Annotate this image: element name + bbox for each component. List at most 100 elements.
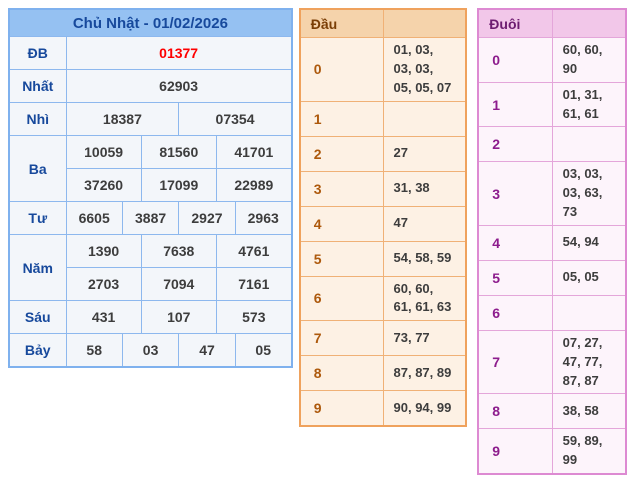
prize-value: 17099 [140, 168, 217, 202]
prize-value: 1390 [65, 234, 142, 268]
prize-value: 7094 [140, 267, 217, 301]
table-row: 3 31, 38 [299, 170, 467, 207]
digit-cell: 3 [477, 161, 553, 226]
digit-cell: 4 [477, 224, 553, 261]
numbers-cell [551, 126, 627, 163]
duoi-table-title: Đuôi [477, 8, 553, 38]
numbers-cell: 90, 94, 99 [382, 390, 467, 427]
digit-cell: 4 [299, 205, 384, 242]
prize-label-nam: Năm [8, 234, 67, 301]
prize-label-nhat: Nhất [8, 69, 67, 103]
table-row: 8 87, 87, 89 [299, 355, 467, 392]
digit-cell: 6 [477, 294, 553, 331]
prize-label-nhi: Nhì [8, 102, 67, 136]
table-row: Nhất 62903 [8, 69, 293, 103]
digit-cell: 2 [477, 126, 553, 163]
table-row: Tư 6605 3887 2927 2963 [8, 201, 293, 235]
numbers-cell: 05, 05 [551, 259, 627, 296]
digit-cell: 6 [299, 275, 384, 322]
numbers-cell: 59, 89, 99 [551, 428, 627, 475]
prize-label-ba: Ba [8, 135, 67, 202]
table-row: 6 [477, 294, 627, 331]
duoi-table: Đuôi 0 60, 60, 90 1 01, 31, 61, 61 2 3 03, … [477, 8, 627, 476]
table-row: 2 [477, 126, 627, 163]
table-row: Nhì 18387 07354 [8, 102, 293, 136]
prize-value: 2963 [234, 201, 293, 235]
prize-value: 03 [121, 333, 180, 368]
prize-value: 07354 [178, 102, 293, 136]
digit-cell: 2 [299, 135, 384, 172]
table-row: 1 [299, 100, 467, 137]
table-row: 3 03, 03, 03, 63, 73 [477, 161, 627, 226]
table-row: 2703 7094 7161 [9, 267, 293, 301]
table-row: 1 01, 31, 61, 61 [477, 81, 627, 128]
prize-label-bay: Bảy [8, 333, 67, 368]
prize-value: 47 [178, 333, 236, 368]
numbers-cell [382, 100, 467, 137]
prize-value: 4761 [215, 234, 293, 268]
table-row: Bảy 58 03 47 05 [8, 333, 293, 368]
numbers-cell: 27 [382, 135, 467, 172]
table-row: 2 27 [299, 135, 467, 172]
digit-cell: 1 [477, 81, 553, 128]
numbers-cell: 87, 87, 89 [382, 355, 467, 392]
numbers-cell: 01, 03, 03, 03, 05, 05, 07 [382, 37, 467, 102]
prize-value: 2927 [178, 201, 236, 235]
prize-value: 58 [65, 333, 123, 368]
digit-cell: 0 [477, 37, 553, 83]
digit-cell: 7 [299, 320, 384, 357]
prize-value: 7161 [215, 267, 293, 301]
table-row: 7 07, 27, 47, 77, 87, 87 [477, 329, 627, 395]
results-table: Chủ Nhật - 01/02/2026 ĐB 01377 Nhất 6290… [8, 8, 293, 368]
prize-value: 107 [140, 300, 217, 334]
table-row: 5 05, 05 [477, 259, 627, 296]
digit-cell: 1 [299, 100, 384, 137]
digit-cell: 7 [477, 329, 553, 395]
prize-value: 18387 [65, 102, 180, 136]
prize-value: 573 [215, 300, 293, 334]
numbers-cell: 47 [382, 205, 467, 242]
prize-value-db: 01377 [65, 36, 293, 70]
table-row: 37260 17099 22989 [9, 168, 293, 202]
digit-cell: 9 [299, 390, 384, 427]
prize-value: 05 [234, 333, 293, 368]
prize-value: 3887 [121, 201, 180, 235]
prize-value: 81560 [140, 135, 217, 169]
prize-label-tu: Tư [8, 201, 67, 235]
digit-cell: 9 [477, 428, 553, 475]
numbers-cell: 54, 58, 59 [382, 240, 467, 277]
numbers-cell: 31, 38 [382, 170, 467, 207]
table-row: 9 90, 94, 99 [299, 390, 467, 427]
table-row: 9 59, 89, 99 [477, 428, 627, 475]
prize-value: 62903 [65, 69, 293, 103]
prize-value: 10059 [65, 135, 142, 169]
prize-value: 2703 [65, 267, 142, 301]
results-title: Chủ Nhật - 01/02/2026 [8, 8, 293, 37]
dau-header-spacer [382, 8, 467, 38]
digit-cell: 5 [477, 259, 553, 296]
table-row: ĐB 01377 [8, 36, 293, 70]
digit-cell: 0 [299, 37, 384, 102]
table-row: 5 54, 58, 59 [299, 240, 467, 277]
table-row: 4 54, 94 [477, 224, 627, 261]
table-row: Đuôi [477, 8, 627, 38]
prize-value: 431 [65, 300, 142, 334]
table-row: 6 60, 60, 61, 61, 63 [299, 275, 467, 322]
table-row: Sáu 431 107 573 [8, 300, 293, 334]
numbers-cell: 73, 77 [382, 320, 467, 357]
numbers-cell: 54, 94 [551, 224, 627, 261]
table-row: 0 01, 03, 03, 03, 05, 05, 07 [299, 37, 467, 102]
digit-cell: 8 [299, 355, 384, 392]
numbers-cell: 01, 31, 61, 61 [551, 81, 627, 128]
table-row: Ba 10059 81560 41701 [8, 135, 293, 202]
numbers-cell: 60, 60, 90 [551, 37, 627, 83]
prize-value: 37260 [65, 168, 142, 202]
numbers-cell: 60, 60, 61, 61, 63 [382, 275, 467, 322]
duoi-header-spacer [551, 8, 627, 38]
prize-value: 6605 [65, 201, 123, 235]
table-row: 0 60, 60, 90 [477, 37, 627, 83]
table-row: 4 47 [299, 205, 467, 242]
prize-value: 41701 [215, 135, 293, 169]
numbers-cell: 03, 03, 03, 63, 73 [551, 161, 627, 226]
